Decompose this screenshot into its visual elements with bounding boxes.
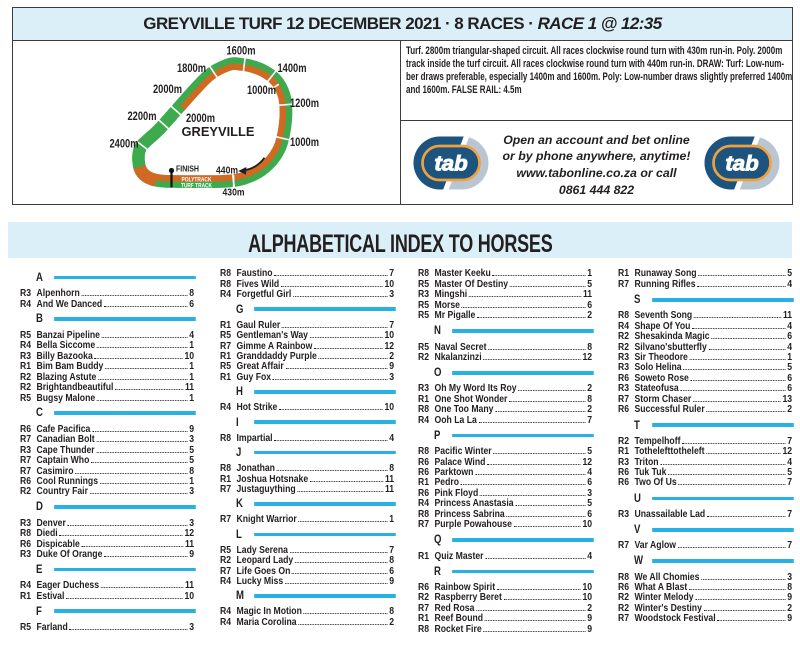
svg-text:TURF TRACK: TURF TRACK <box>181 184 213 190</box>
svg-text:1200m: 1200m <box>290 96 319 110</box>
svg-text:2200m: 2200m <box>128 109 157 123</box>
svg-text:FINISH: FINISH <box>176 164 199 174</box>
svg-text:2400m: 2400m <box>110 137 139 151</box>
svg-text:POLYTRACK: POLYTRACK <box>182 178 213 184</box>
svg-text:GREYVILLE: GREYVILLE <box>182 124 255 139</box>
svg-text:tab: tab <box>725 151 758 175</box>
svg-text:1000m: 1000m <box>290 135 319 149</box>
svg-text:2000m: 2000m <box>153 82 182 96</box>
svg-text:1400m: 1400m <box>278 61 307 75</box>
svg-text:2000m: 2000m <box>186 111 215 125</box>
svg-text:1000m: 1000m <box>247 83 276 97</box>
svg-text:430m: 430m <box>223 188 245 199</box>
svg-text:440m: 440m <box>216 166 238 177</box>
svg-text:1800m: 1800m <box>177 61 206 75</box>
svg-text:1600m: 1600m <box>227 44 256 58</box>
svg-text:tab: tab <box>434 151 467 175</box>
